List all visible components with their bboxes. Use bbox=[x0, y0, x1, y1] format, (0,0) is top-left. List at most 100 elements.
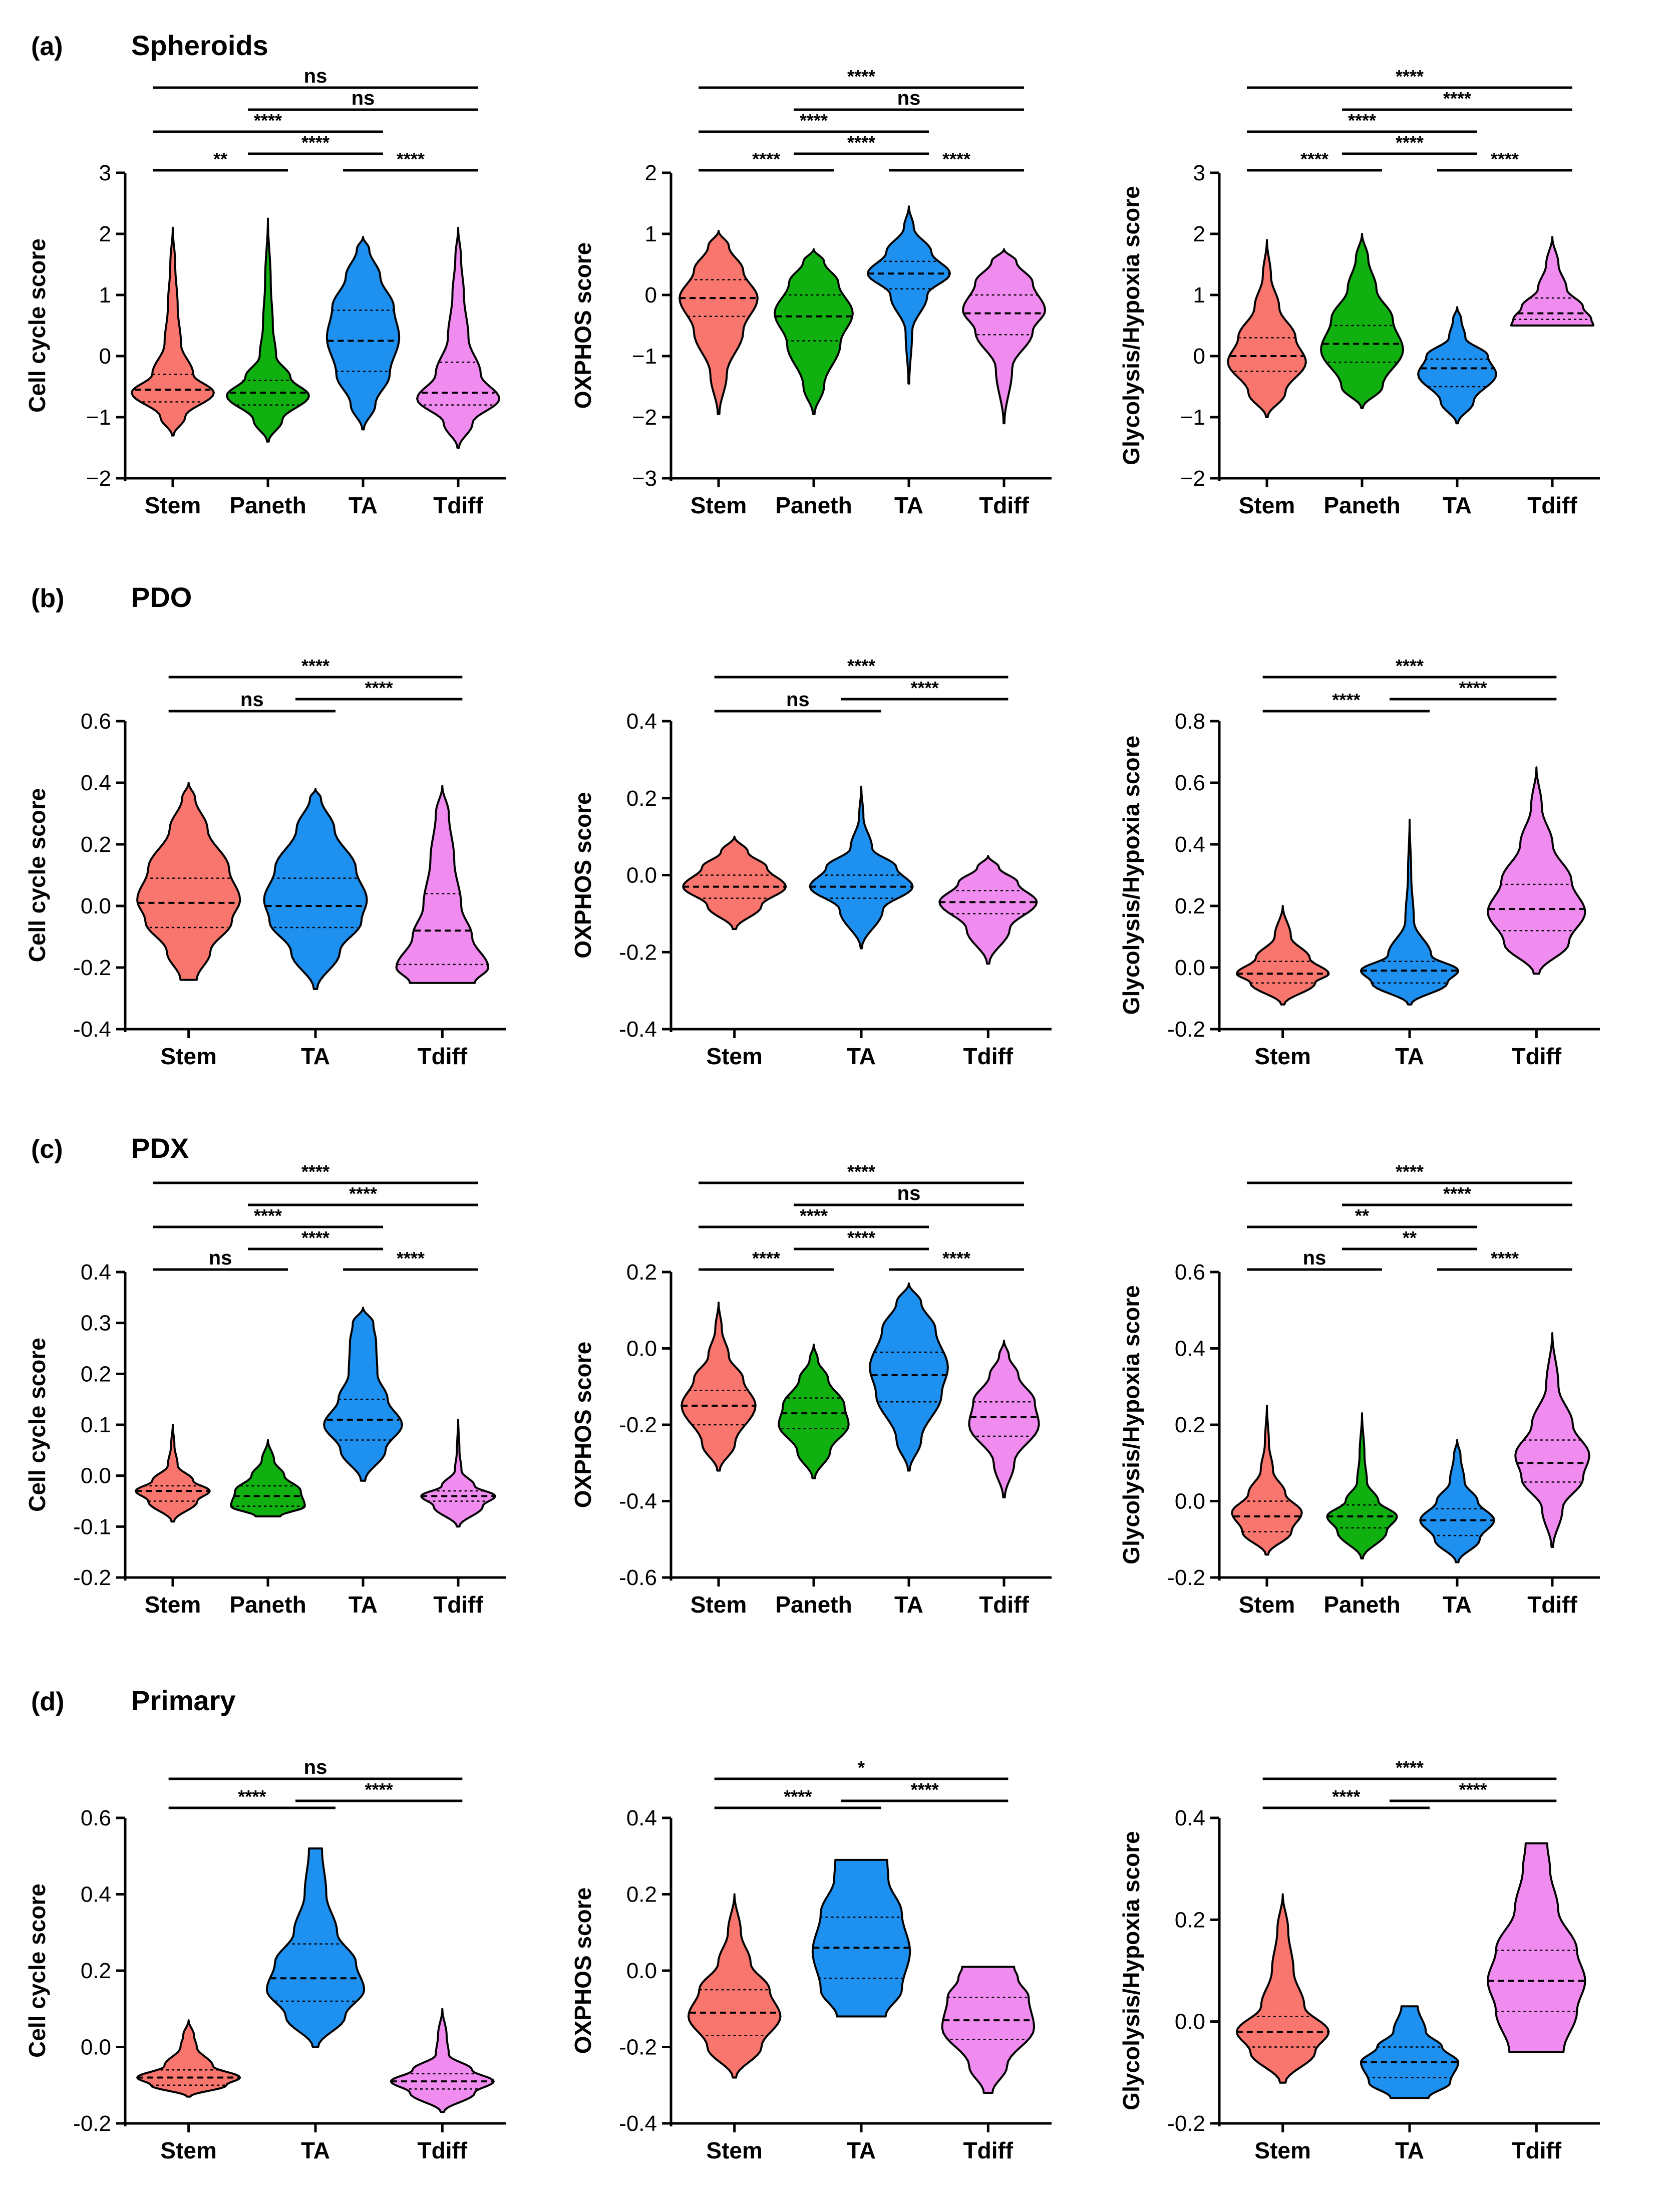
x-tick-label-tdiff: Tdiff bbox=[1527, 492, 1577, 518]
x-tick-label-paneth: Paneth bbox=[1323, 492, 1400, 518]
violin-ta bbox=[811, 1858, 911, 2018]
y-axis-label: OXPHOS score bbox=[570, 792, 596, 958]
y-axis-label: Cell cycle score bbox=[24, 1338, 50, 1512]
sig-label: **** bbox=[1491, 149, 1519, 169]
x-tick-label-ta: TA bbox=[1395, 2137, 1424, 2163]
y-tick-label: -0.1 bbox=[73, 1514, 111, 1539]
x-tick-label-stem: Stem bbox=[1254, 2137, 1310, 2163]
x-tick-label-stem: Stem bbox=[1239, 1592, 1295, 1618]
row-title-d: Primary bbox=[131, 1685, 236, 1716]
violin-tdiff bbox=[390, 2008, 495, 2113]
sig-label: **** bbox=[301, 132, 329, 153]
y-tick-label: 0.4 bbox=[1175, 1337, 1205, 1361]
sig-label: **** bbox=[1396, 66, 1424, 87]
y-tick-label: 0.2 bbox=[81, 1959, 111, 1983]
x-tick-label-stem: Stem bbox=[160, 2137, 216, 2163]
row-label-b: (b) PDO bbox=[31, 581, 192, 613]
violin-ta bbox=[809, 785, 914, 950]
x-tick-label-tdiff: Tdiff bbox=[979, 492, 1029, 518]
violin-stem bbox=[135, 1424, 211, 1523]
x-tick-label-tdiff: Tdiff bbox=[1527, 1592, 1577, 1618]
sig-label: **** bbox=[1459, 678, 1487, 698]
y-tick-label: -0.2 bbox=[619, 940, 657, 965]
violin-paneth bbox=[230, 1439, 306, 1517]
y-tick-label: −2 bbox=[86, 466, 111, 491]
violin-paneth bbox=[1326, 1412, 1398, 1559]
y-tick-label: 2 bbox=[99, 222, 111, 246]
violin-tdiff bbox=[962, 248, 1046, 425]
y-tick-label: 0.6 bbox=[1175, 771, 1205, 795]
sig-label: **** bbox=[784, 1786, 812, 1807]
y-tick-label: 0.2 bbox=[1175, 894, 1205, 918]
sig-label: **** bbox=[365, 1779, 393, 1800]
sig-label: **** bbox=[847, 1227, 875, 1248]
y-tick-label: −1 bbox=[632, 344, 657, 369]
x-tick-label-stem: Stem bbox=[691, 492, 747, 518]
sig-label: **** bbox=[397, 149, 425, 169]
row-letter-c: (c) bbox=[31, 1135, 63, 1164]
y-axis-label: Glycolysis/Hypoxia score bbox=[1118, 1831, 1144, 2110]
row-letter-a: (a) bbox=[31, 32, 63, 61]
sig-label: ns bbox=[897, 1182, 921, 1204]
sig-label: **** bbox=[942, 1248, 970, 1269]
sig-label: **** bbox=[1491, 1248, 1519, 1269]
x-tick-label-stem: Stem bbox=[160, 1043, 216, 1069]
x-tick-label-tdiff: Tdiff bbox=[979, 1592, 1029, 1618]
violin-ta bbox=[323, 1307, 403, 1482]
violin-tdiff bbox=[1510, 236, 1594, 327]
y-tick-label: 0.4 bbox=[81, 771, 111, 795]
panel-r2-c1: -0.6 -0.4 -0.2 0.0 0.2 OXPHOS score Stem Paneth… bbox=[570, 1161, 1052, 1618]
sig-label: **** bbox=[752, 1248, 780, 1269]
y-tick-label: 0.1 bbox=[81, 1413, 111, 1437]
violin-stem bbox=[679, 229, 759, 415]
x-tick-label-tdiff: Tdiff bbox=[1512, 2137, 1562, 2163]
y-tick-label: -0.2 bbox=[73, 956, 111, 980]
x-tick-label-tdiff: Tdiff bbox=[1512, 1043, 1562, 1069]
sig-label: **** bbox=[847, 132, 875, 153]
sig-label: **** bbox=[911, 1779, 939, 1800]
violin-stem bbox=[1235, 905, 1330, 1006]
violin-ta bbox=[1419, 1439, 1495, 1563]
x-tick-label-ta: TA bbox=[1443, 1592, 1472, 1618]
violin-tdiff bbox=[941, 1966, 1036, 2094]
y-tick-label: 0.0 bbox=[626, 1959, 657, 1983]
violin-paneth bbox=[778, 1343, 850, 1479]
x-tick-label-ta: TA bbox=[894, 492, 923, 518]
x-tick-label-tdiff: Tdiff bbox=[433, 492, 483, 518]
y-tick-label: 0.0 bbox=[1175, 1489, 1205, 1514]
x-tick-label-tdiff: Tdiff bbox=[433, 1592, 483, 1618]
y-axis-label: OXPHOS score bbox=[570, 1888, 596, 2054]
x-tick-label-ta: TA bbox=[1395, 1043, 1424, 1069]
sig-label: **** bbox=[847, 656, 875, 676]
y-axis-label: Cell cycle score bbox=[24, 1883, 50, 2058]
sig-label: **** bbox=[752, 149, 780, 169]
y-tick-label: 3 bbox=[99, 161, 111, 185]
x-tick-label-ta: TA bbox=[349, 492, 378, 518]
y-tick-label: -0.6 bbox=[619, 1565, 657, 1590]
y-tick-label: 0.4 bbox=[81, 1260, 111, 1285]
y-tick-label: 0.0 bbox=[1175, 956, 1205, 980]
x-tick-label-ta: TA bbox=[301, 2137, 330, 2163]
y-tick-label: 0.0 bbox=[81, 894, 111, 918]
violin-ta bbox=[325, 236, 401, 431]
y-axis-label: Glycolysis/Hypoxia score bbox=[1118, 736, 1144, 1015]
violin-paneth bbox=[226, 217, 310, 443]
y-axis-label: OXPHOS score bbox=[570, 242, 596, 409]
violin-stem bbox=[131, 226, 215, 437]
panel-r3-c0: -0.2 0.0 0.2 0.4 0.6 Cell cycle score Stem TA Td… bbox=[24, 1756, 506, 2163]
sig-label: ns bbox=[786, 689, 810, 711]
x-tick-label-paneth: Paneth bbox=[229, 492, 306, 518]
sig-label: **** bbox=[911, 678, 939, 698]
sig-label: **** bbox=[1396, 1757, 1424, 1778]
x-tick-label-paneth: Paneth bbox=[229, 1592, 306, 1618]
y-axis-label: Glycolysis/Hypoxia score bbox=[1118, 1285, 1144, 1564]
panel-r0-c0: −2 −1 0 1 2 3 Cell cycle score Stem Paneth TA Tdif… bbox=[24, 65, 506, 518]
y-tick-label: 0.4 bbox=[1175, 1806, 1205, 1830]
y-tick-label: 0.4 bbox=[81, 1882, 111, 1907]
y-tick-label: 0 bbox=[1193, 344, 1205, 369]
sig-label: ** bbox=[1403, 1227, 1417, 1248]
violin-stem bbox=[1227, 239, 1307, 418]
y-tick-label: 0.0 bbox=[81, 1464, 111, 1488]
y-tick-label: 0.4 bbox=[626, 1806, 657, 1830]
